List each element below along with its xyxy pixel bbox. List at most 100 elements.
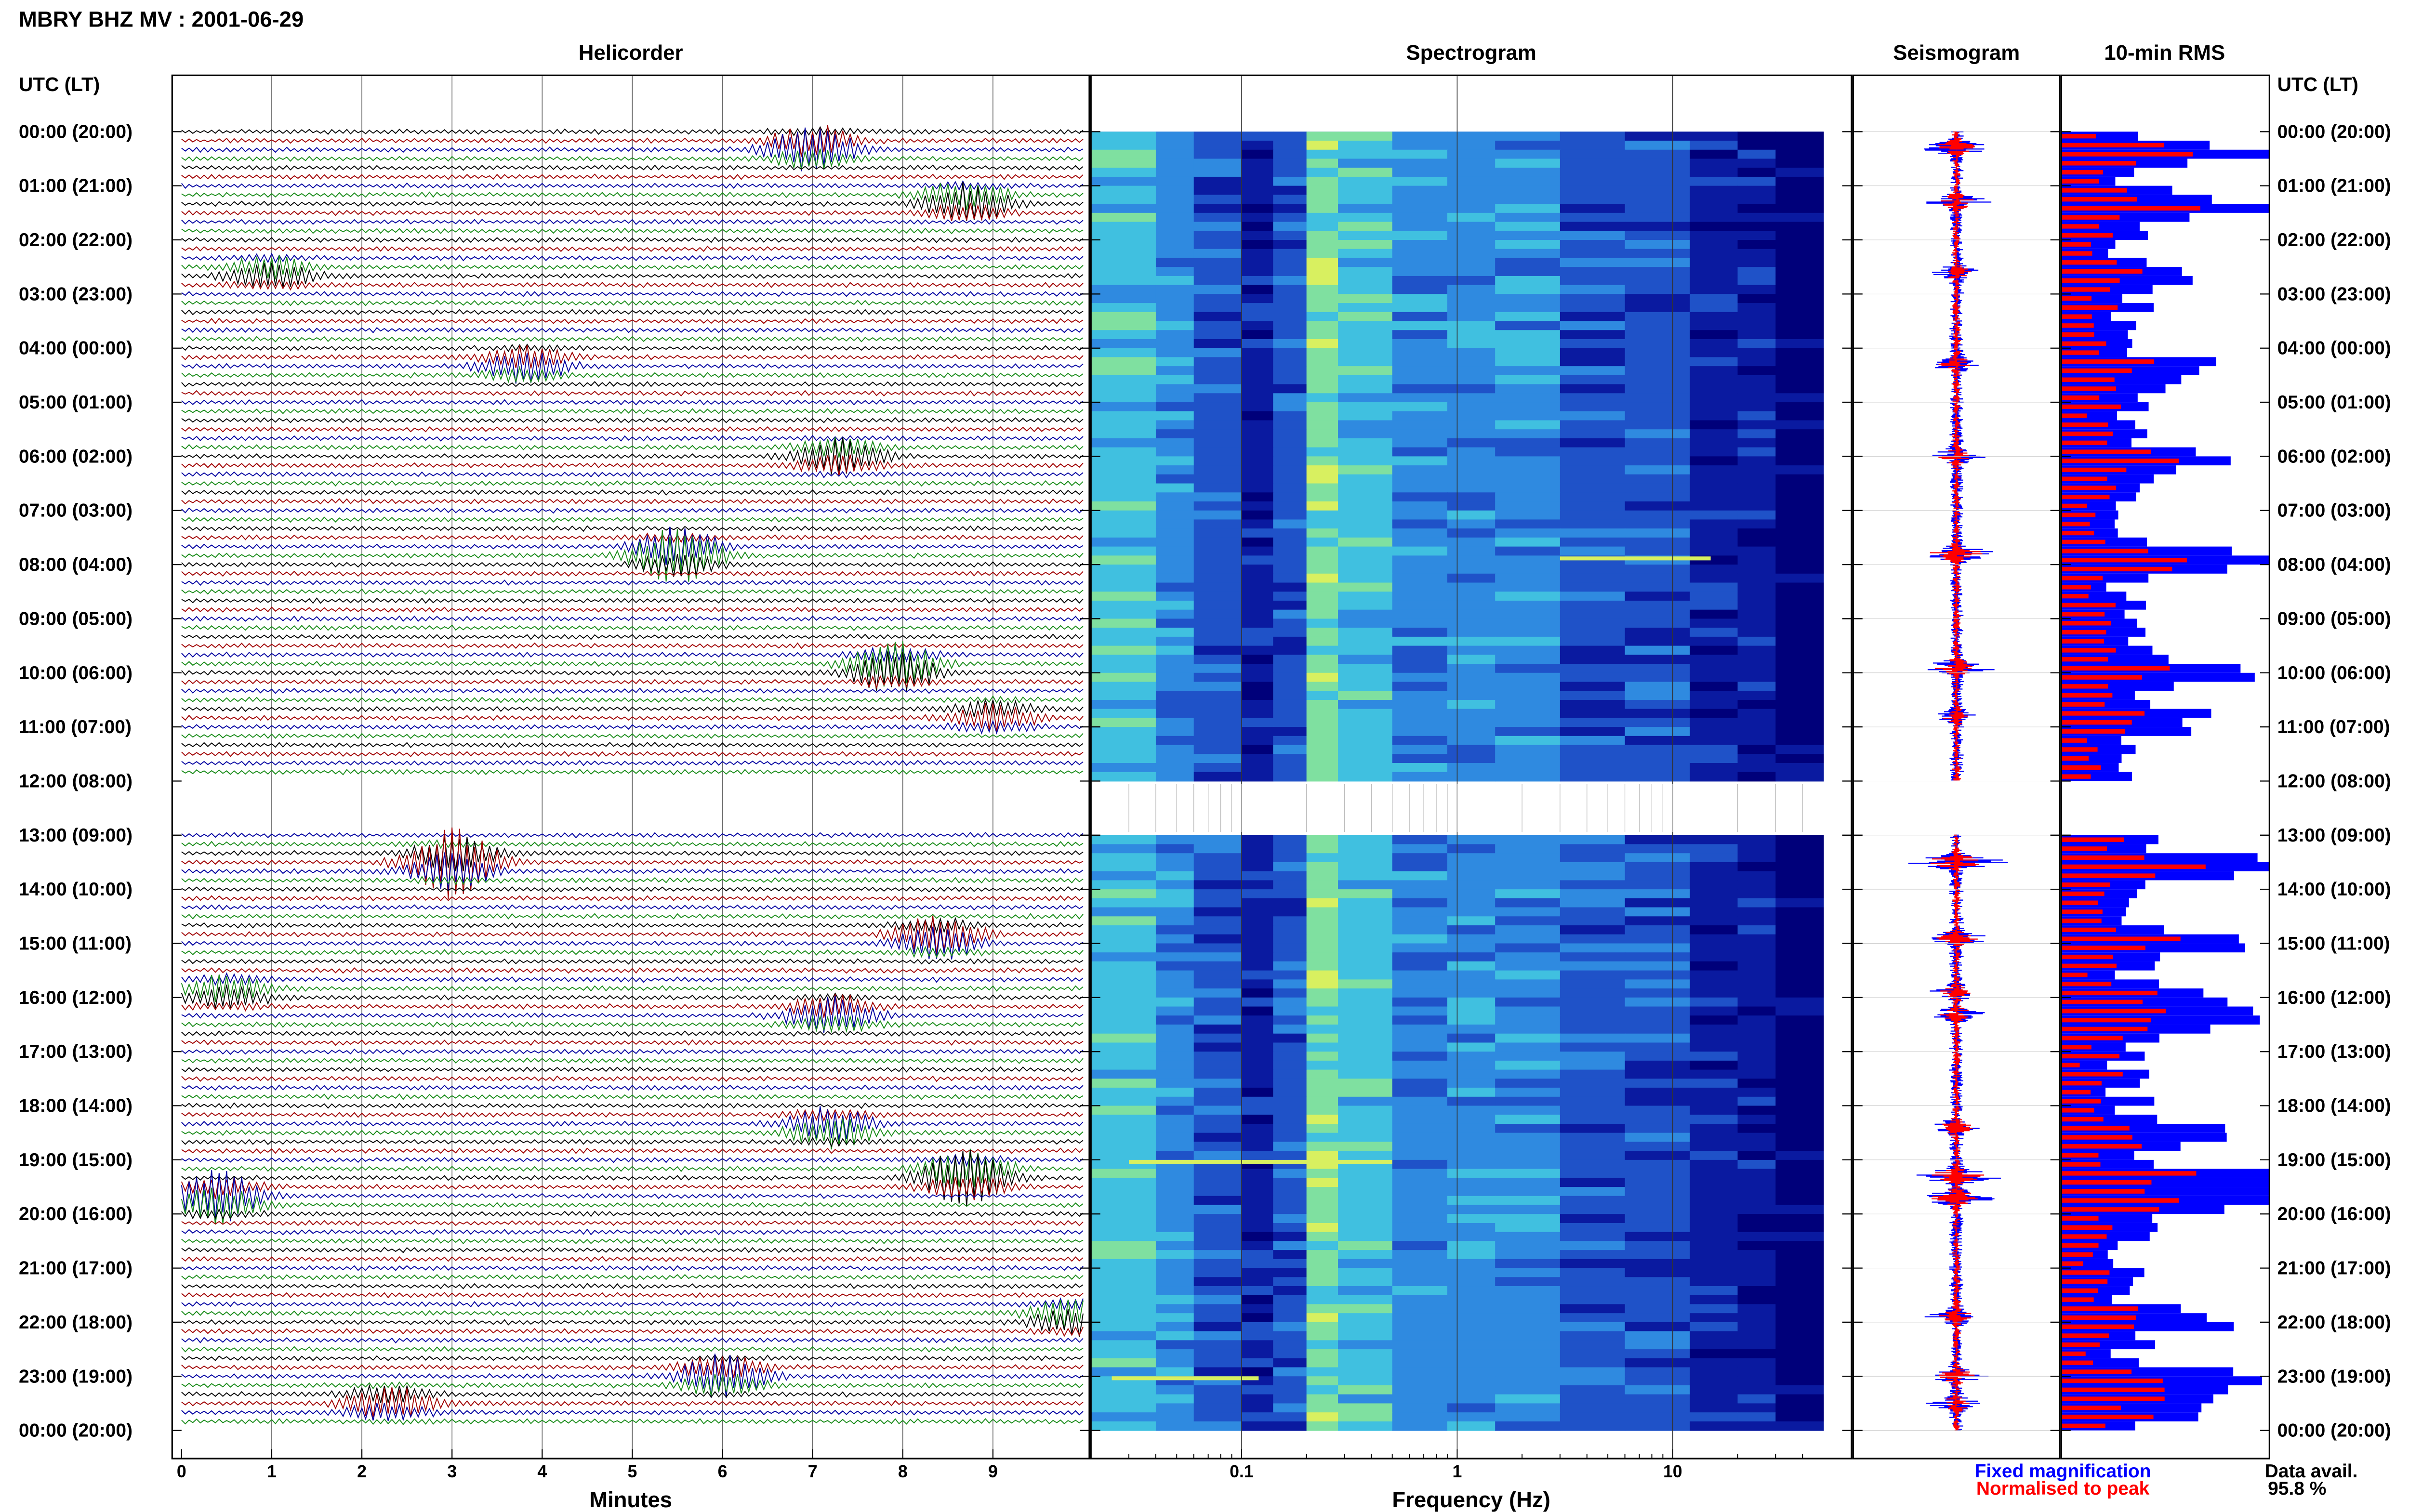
rms-bar-normalised xyxy=(2061,224,2099,229)
spectrogram-cell xyxy=(1560,853,1626,863)
spectrogram-cell xyxy=(1241,664,1274,673)
spectrogram-cell xyxy=(1155,736,1194,746)
spectrogram-cell xyxy=(1241,267,1274,276)
spectrogram-cell xyxy=(1155,672,1194,683)
panel-frame xyxy=(2060,74,2271,1459)
spectrogram-cell xyxy=(1306,592,1339,601)
spectrogram-cell xyxy=(1091,682,1156,692)
spectrogram-cell xyxy=(1690,474,1738,484)
spectrogram-cell xyxy=(1338,158,1393,169)
spectrogram-cell xyxy=(1338,970,1393,980)
spectrogram-cell xyxy=(1306,1069,1339,1079)
helicorder-trace xyxy=(181,760,1084,766)
spectrogram-cell xyxy=(1155,285,1194,295)
spectrogram-cell xyxy=(1155,1132,1194,1143)
spectrogram-cell xyxy=(1737,592,1776,601)
hour-label-right: 08:00 (04:00) xyxy=(2277,554,2391,575)
spectrogram-cell xyxy=(1392,420,1448,430)
spectrogram-cell xyxy=(1392,555,1448,565)
spectrogram-cell xyxy=(1241,934,1274,944)
spectrogram-cell xyxy=(1560,645,1626,656)
helicorder-trace xyxy=(181,1106,1084,1142)
spectrogram-cell xyxy=(1392,691,1448,700)
panel-frame xyxy=(1090,74,1853,1459)
spectrogram-cell xyxy=(1155,249,1194,259)
spectrogram-cell xyxy=(1241,222,1274,232)
spectrogram-cell xyxy=(1625,465,1691,475)
spectrogram-cell xyxy=(1737,212,1776,223)
spectrogram-cell xyxy=(1625,1340,1691,1350)
spectrogram-cell xyxy=(1392,1367,1448,1377)
spectrogram-cell xyxy=(1338,131,1393,142)
spectrogram-cell xyxy=(1155,880,1194,890)
spectrogram-cell xyxy=(1560,1385,1626,1395)
spectrogram-cell xyxy=(1306,961,1339,971)
spectrogram-cell xyxy=(1690,294,1738,304)
spectrogram-cell xyxy=(1775,429,1824,439)
data-availability-label: Data avail. xyxy=(2265,1461,2358,1482)
spectrogram-cell xyxy=(1193,871,1242,881)
spectrogram-cell xyxy=(1690,754,1738,764)
spectrogram-cell xyxy=(1560,384,1626,394)
spectrogram-cell xyxy=(1560,1159,1626,1170)
spectrogram-cell xyxy=(1273,1015,1307,1026)
spectrogram-cell xyxy=(1625,1349,1691,1359)
spectrogram-cell xyxy=(1690,1376,1738,1386)
spectrogram-cell xyxy=(1625,1223,1691,1233)
spectrogram-cell xyxy=(1193,691,1242,700)
spectrogram-cell xyxy=(1273,276,1307,286)
spectrogram-cell xyxy=(1193,1015,1242,1026)
spectrogram-cell xyxy=(1447,709,1496,719)
spectrogram-cell xyxy=(1338,1142,1393,1152)
spectrogram-cell xyxy=(1625,1187,1691,1196)
spectrogram-cell xyxy=(1625,176,1691,186)
spectrogram-cell xyxy=(1737,1078,1776,1089)
rms-bar-normalised xyxy=(2061,467,2127,473)
spectrogram-cell xyxy=(1625,618,1691,629)
rms-bar-normalised xyxy=(2061,323,2094,328)
spectrogram-cell xyxy=(1625,1196,1691,1206)
spectrogram-cell xyxy=(1625,582,1691,592)
spectrogram-cell xyxy=(1392,943,1448,953)
spectrogram-cell xyxy=(1690,176,1738,186)
spectrogram-cell xyxy=(1338,1286,1393,1296)
spectrogram-cell xyxy=(1338,699,1393,710)
spectrogram-cell xyxy=(1690,1033,1738,1043)
spectrogram-cell xyxy=(1775,276,1824,286)
spectrogram-cell xyxy=(1241,1088,1274,1097)
rms-bar-normalised xyxy=(2061,1360,2093,1365)
spectrogram-cell xyxy=(1091,1006,1156,1016)
spectrogram-cell xyxy=(1775,618,1824,629)
spectrogram-cell xyxy=(1447,1358,1496,1368)
spectrogram-cell xyxy=(1155,149,1194,159)
spectrogram-cell xyxy=(1447,907,1496,917)
spectrogram-cell xyxy=(1737,844,1776,854)
spectrogram-cell xyxy=(1737,1412,1776,1422)
spectrogram-cell xyxy=(1091,1394,1156,1404)
spectrogram-cell xyxy=(1091,1295,1156,1305)
helicorder-trace xyxy=(181,218,1084,225)
spectrogram-cell xyxy=(1737,1142,1776,1152)
rms-bar-normalised xyxy=(2061,982,2112,986)
spectrogram-cell xyxy=(1155,158,1194,169)
spectrogram-cell xyxy=(1306,420,1339,430)
helicorder-trace xyxy=(181,695,1084,704)
spectrogram-cell xyxy=(1193,1367,1242,1377)
spectrogram-cell xyxy=(1338,1340,1393,1350)
spectrogram-cell xyxy=(1625,1259,1691,1269)
spectrogram-cell xyxy=(1241,636,1274,646)
spectrogram-cell xyxy=(1447,988,1496,998)
hour-label-left: 21:00 (17:00) xyxy=(19,1258,132,1279)
spectrogram-cell xyxy=(1193,1096,1242,1106)
spectrogram-cell xyxy=(1447,1169,1496,1179)
spectrogram-cell xyxy=(1273,195,1307,205)
spectrogram-cell xyxy=(1690,1151,1738,1160)
spectrogram-cell xyxy=(1625,1025,1691,1034)
spectrogram-cell xyxy=(1273,1142,1307,1152)
spectrogram-cell xyxy=(1560,889,1626,899)
hour-label-left: 20:00 (16:00) xyxy=(19,1204,132,1224)
spectrogram-cell xyxy=(1737,276,1776,286)
spectrogram-cell xyxy=(1193,592,1242,601)
spectrogram-cell xyxy=(1392,709,1448,719)
spectrogram-cell xyxy=(1193,474,1242,484)
